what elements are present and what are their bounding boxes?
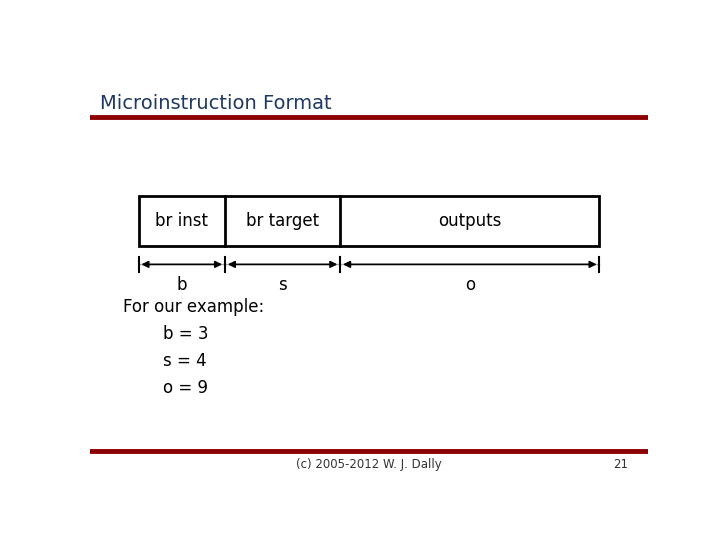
Text: (c) 2005-2012 W. J. Dally: (c) 2005-2012 W. J. Dally bbox=[296, 458, 442, 471]
Text: o: o bbox=[465, 276, 475, 294]
Text: b = 3: b = 3 bbox=[163, 325, 208, 343]
Text: o = 9: o = 9 bbox=[163, 379, 207, 397]
Bar bbox=[138, 196, 600, 246]
Text: Microinstruction Format: Microinstruction Format bbox=[100, 94, 332, 113]
Text: b: b bbox=[176, 276, 187, 294]
Text: s: s bbox=[278, 276, 287, 294]
Text: For our example:: For our example: bbox=[124, 298, 265, 316]
Text: 21: 21 bbox=[613, 458, 629, 471]
Text: br inst: br inst bbox=[156, 212, 208, 230]
Text: outputs: outputs bbox=[438, 212, 502, 230]
Text: s = 4: s = 4 bbox=[163, 352, 206, 370]
Text: br target: br target bbox=[246, 212, 319, 230]
